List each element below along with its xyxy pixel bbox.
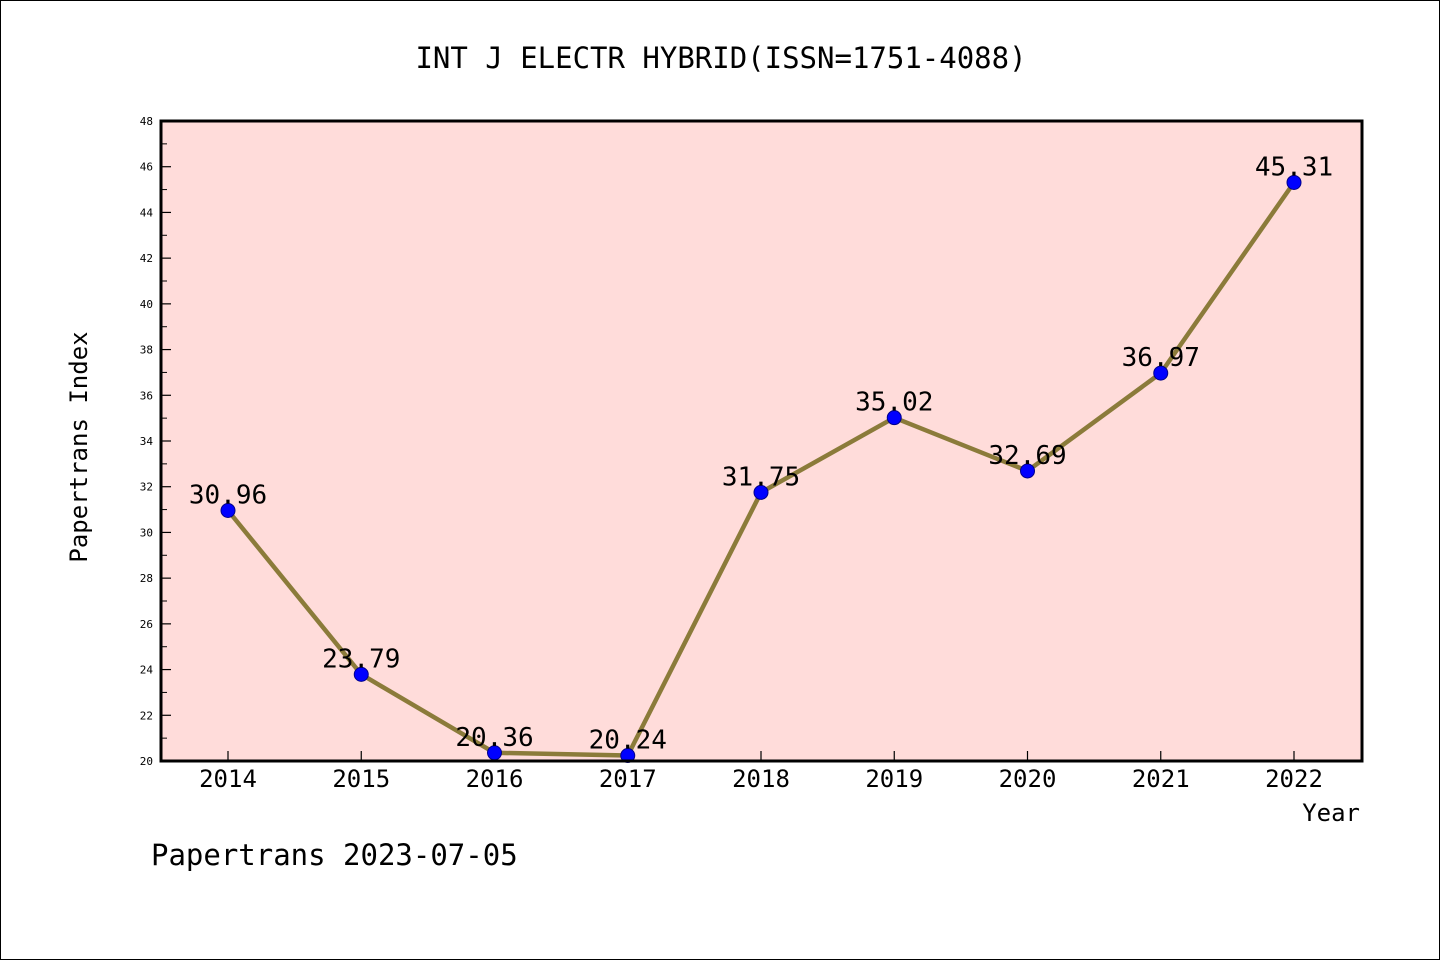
data-point [1020,463,1035,479]
data-labels: 30.96 23.79 20.36 20.24 31.75 35.02 32.69 36.97… [189,152,1333,755]
y-tick-label: 44 [140,206,154,219]
y-tick-label: 48 [140,115,153,128]
data-point [1286,174,1302,190]
x-tick-label: 2015 [332,765,390,793]
data-point [620,748,636,764]
plot-border [159,119,1364,763]
plot-area [161,121,1362,761]
data-label: 30.96 [189,480,267,510]
x-tick-label: 2018 [732,765,790,793]
y-tick-label: 36 [140,389,153,402]
y-tick-label: 20 [140,755,153,768]
x-axis-label: Year [1302,799,1360,827]
data-label: 45.31 [1255,152,1333,182]
x-tick-label: 2016 [466,765,524,793]
x-tick-label: 2017 [599,765,657,793]
data-point [353,666,369,682]
x-tick-label: 2021 [1132,765,1190,793]
x-tick-label: 2020 [999,765,1057,793]
data-label: 20.24 [589,726,667,756]
x-tick-label: 2019 [865,765,923,793]
x-axis-tick-labels: 2014 2015 2016 2017 2018 2019 2020 2021 2022 [199,765,1323,793]
x-tick-label: 2022 [1265,765,1323,793]
y-tick-label: 32 [140,481,153,494]
y-tick-label: 30 [140,526,153,539]
y-axis-ticks [161,120,171,762]
y-tick-label: 24 [140,664,154,677]
data-label: 36.97 [1122,343,1200,373]
data-label: 20.36 [455,723,533,753]
y-axis-label: Papertrans Index [65,331,93,562]
y-tick-label: 28 [140,572,153,585]
y-tick-label: 34 [140,435,154,448]
y-tick-label: 38 [140,344,153,357]
series-markers [220,174,1302,764]
data-label: 31.75 [722,462,800,492]
data-point [1153,365,1169,381]
y-tick-label: 46 [140,161,153,174]
y-tick-label: 40 [140,298,153,311]
footer-credit: Papertrans 2023-07-05 [151,838,518,872]
y-tick-label: 26 [140,618,153,631]
data-label: 35.02 [855,388,933,418]
x-tick-label: 2014 [199,765,257,793]
data-label: 23.79 [322,644,400,674]
y-tick-label: 22 [140,709,153,722]
y-tick-label: 42 [140,252,153,265]
data-label: 32.69 [988,441,1066,471]
chart-title: INT J ELECTR HYBRID(ISSN=1751-4088) [415,41,1026,75]
data-point [220,502,236,518]
data-point [886,410,902,426]
y-axis-tick-labels: 20 22 24 26 28 30 32 34 36 38 40 42 44 46 48 [140,115,154,768]
data-point [753,484,769,500]
